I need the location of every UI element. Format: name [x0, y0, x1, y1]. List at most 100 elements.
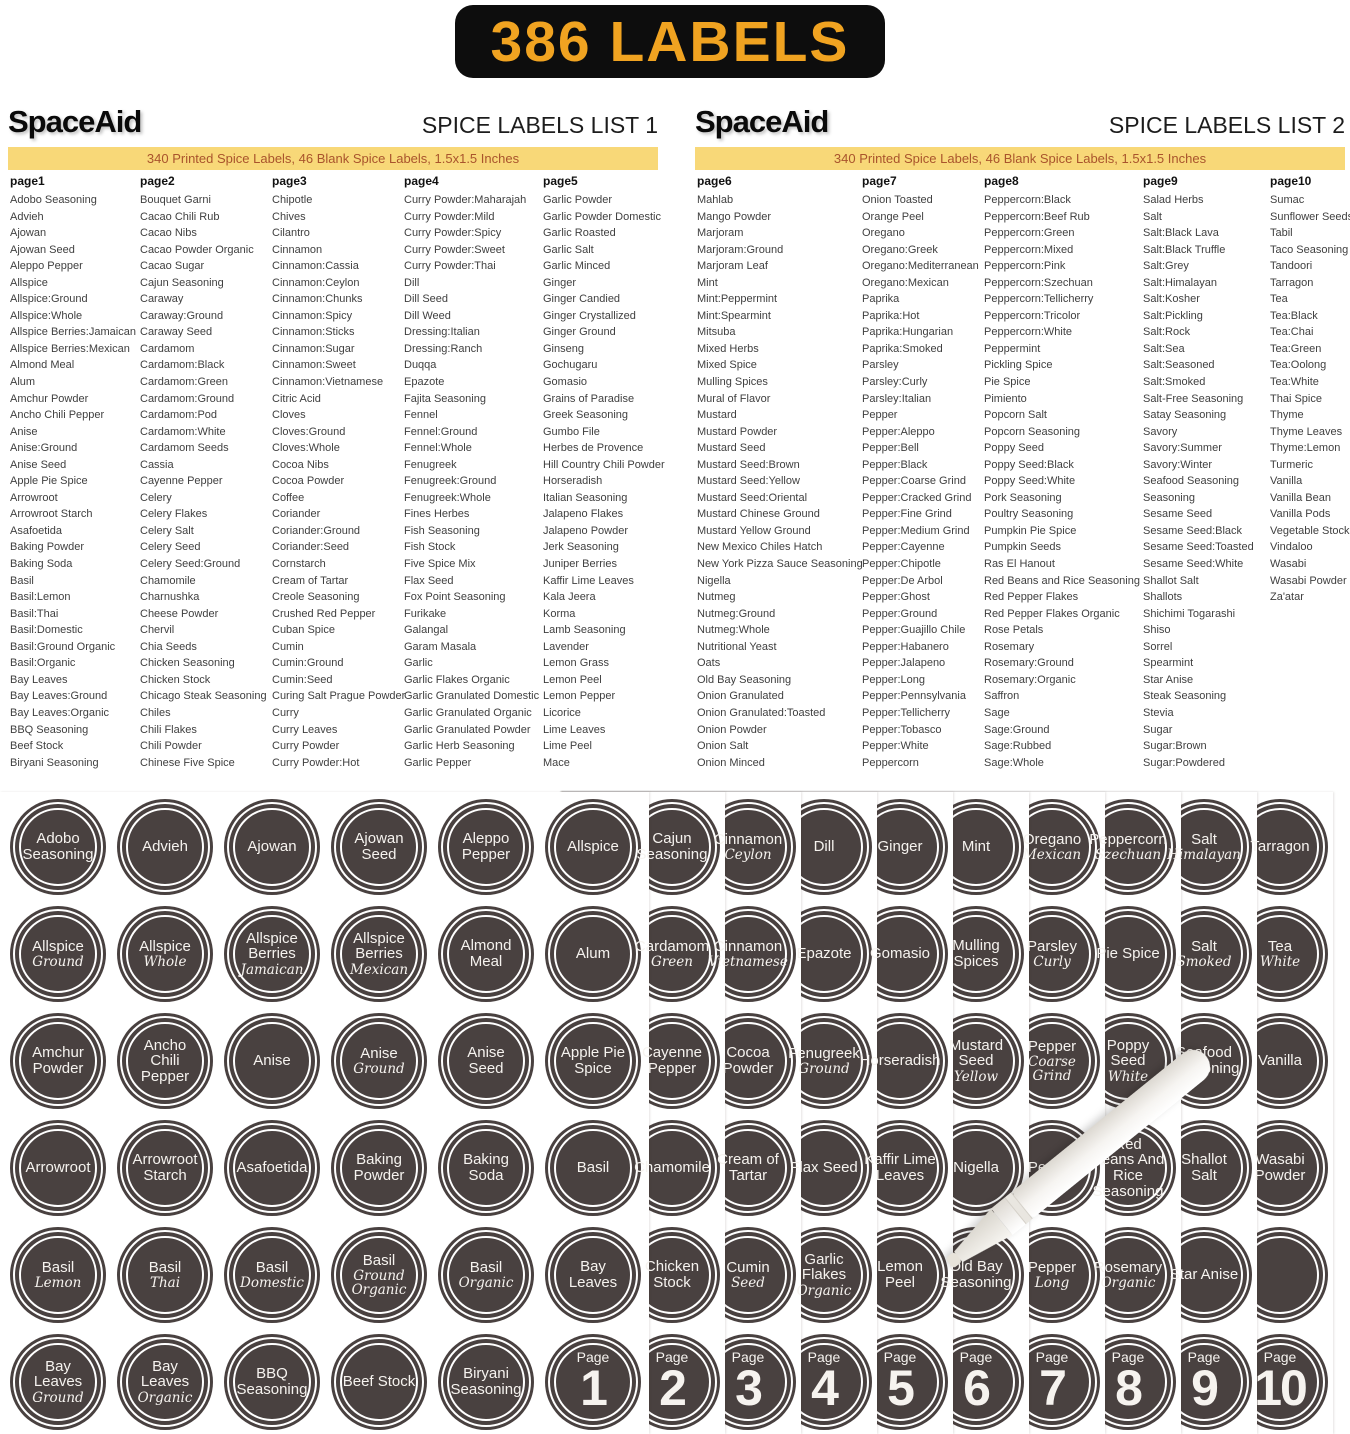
sticker-title: Aleppo Pepper [461, 830, 511, 863]
spice-list-item: Pepper:Cracked Grind [862, 491, 972, 504]
spice-list-item: Steak Seasoning [1143, 690, 1227, 703]
spice-label-sticker: Parsley Curly [1004, 906, 1100, 1002]
spice-list-item: Paprika:Hot [862, 309, 920, 322]
sticker-title: Baking Powder [353, 1151, 405, 1184]
spice-list-item: Garlic Granulated Powder [404, 723, 531, 736]
spice-list-item: Star Anise [1143, 673, 1194, 686]
spice-list-item: Chicago Steak Seasoning [140, 690, 267, 703]
sticker-title: Advieh [142, 838, 188, 856]
spice-list-item: Caraway [140, 293, 184, 306]
spice-label-sticker: Allspice Berries Jamaican [224, 906, 320, 1002]
spice-label-sticker: Cajun Seasoning [624, 799, 720, 895]
sticker-text: Tea White [1243, 917, 1317, 991]
spice-list-item: Vindaloo [1270, 541, 1313, 554]
spice-list-item: Sesame Seed:Toasted [1143, 541, 1254, 554]
spice-label-sticker: Basil Ground Organic [331, 1227, 427, 1323]
spice-list-item: Parsley:Curly [862, 376, 928, 389]
column-header: page4 [404, 174, 439, 188]
spice-list-item: Kala Jeera [543, 591, 596, 604]
spice-list-item: Tea [1270, 293, 1288, 306]
sticker-title: Cayenne Pepper [641, 1044, 703, 1077]
sticker-subtitle: Thai [149, 1275, 181, 1292]
spice-list-item: Pepper:White [862, 740, 929, 753]
spice-list-item: Cajun Seasoning [140, 276, 224, 289]
brand-logo-list2: SpaceAid [695, 104, 829, 139]
spice-list-item: Poppy Seed [984, 442, 1044, 455]
spice-list-item: Pepper:Tellicherry [862, 706, 951, 719]
spice-list-item: Cream of Tartar [272, 574, 349, 587]
spice-list-item: Spearmint [1143, 657, 1194, 670]
panel-title-list2: SPICE LABELS LIST 2 [1108, 112, 1345, 138]
spice-list-item: Tea:Chai [1270, 326, 1314, 339]
spice-list-item: Tandoori [1270, 260, 1313, 273]
spice-list-item: Garlic [404, 657, 433, 670]
spice-list-item: Dressing:Italian [404, 326, 480, 339]
sticker-text: Poppy Seed White [1091, 1024, 1165, 1098]
spice-list-item: Cornstarch [272, 558, 326, 571]
sticker-sheet-1: Adobo Seasoning Advieh Ajowan Ajowan Seed Al… [0, 792, 649, 1434]
spice-list-item: Pumpkin Pie Spice [984, 524, 1077, 537]
page-number-sticker: Page 1 [545, 1334, 641, 1430]
spice-list-item: Basil:Domestic [10, 624, 83, 637]
spice-list-item: Vanilla Bean [1270, 491, 1331, 504]
spice-list-item: Lime Leaves [543, 723, 606, 736]
spice-list-item: Paprika:Smoked [862, 342, 943, 355]
sticker-text: Vanilla [1243, 1024, 1317, 1098]
page-word: Page [1035, 1349, 1069, 1365]
spice-list-item: Chipotle [272, 194, 313, 206]
spice-list-item: Salt-Free Seasoning [1143, 392, 1244, 405]
sticker-text: Flax Seed [787, 1131, 861, 1205]
sticker-text: Cayenne Pepper [635, 1024, 709, 1098]
spice-list-item: Chicken Seasoning [140, 657, 235, 670]
spice-list-item: Basil:Lemon [10, 591, 71, 604]
sticker-title: Epazote [796, 945, 852, 963]
sticker-title: Basil [469, 1258, 503, 1276]
spice-list-item: Pepper:Chipotle [862, 558, 941, 571]
spice-list-item: Tea:Green [1270, 342, 1322, 355]
spice-list-item: Cloves:Ground [272, 425, 346, 438]
sticker-text: Cajun Seasoning [635, 810, 709, 884]
spice-label-sticker: Anise Seed [438, 1013, 534, 1109]
spice-label-sticker: Biryani Seasoning [438, 1334, 534, 1430]
spice-list-item: Sage:Rubbed [984, 740, 1052, 753]
spice-label-sticker: Adobo Seasoning [10, 799, 106, 895]
sticker-text: Asafoetida [235, 1131, 309, 1205]
spice-list-item: Anise Seed [10, 458, 67, 471]
spice-label-sticker: Anise [224, 1013, 320, 1109]
spice-label-sticker: Cardamom Green [624, 906, 720, 1002]
spice-list-item: Dill Seed [404, 293, 449, 306]
spice-list-item: Paprika [862, 293, 900, 306]
sticker-text: Gomasio [863, 917, 937, 991]
sticker-title: Oregano [1022, 830, 1082, 848]
spice-label-sticker: Vanilla [1232, 1013, 1328, 1109]
spice-list-item: Paprika:Hungarian [862, 326, 954, 339]
spice-label-sticker: Apple Pie Spice [545, 1013, 641, 1109]
sticker-title: Parsley [1026, 937, 1078, 955]
spice-list-item: Five Spice Mix [404, 558, 476, 571]
spice-list-item: Bay Leaves [10, 673, 68, 686]
page-number: 1 [580, 1360, 608, 1416]
sticker-text: Alum [556, 917, 630, 991]
spice-label-sticker: Advieh [117, 799, 213, 895]
sticker-title: Ajowan [247, 838, 297, 856]
sticker-text: Baking Soda [449, 1131, 523, 1205]
spice-list-item: Za'atar [1270, 591, 1304, 604]
spice-list-item: Cheese Powder [140, 607, 219, 620]
spice-list-item: Galangal [404, 624, 449, 637]
spice-list-item: Chia Seeds [140, 640, 197, 653]
sticker-title: Cajun Seasoning [636, 830, 708, 863]
spice-list-item: Onion Salt [697, 740, 749, 753]
spice-list-item: Ginger [543, 276, 577, 289]
sticker-text: Allspice [556, 810, 630, 884]
sticker-text: Adobo Seasoning [21, 810, 95, 884]
spice-list-item: Fox Point Seasoning [404, 591, 506, 604]
spice-list-item: Peppercorn:Szechuan [984, 276, 1093, 289]
spice-list-item: Garlic Flakes Organic [404, 673, 510, 686]
spice-list-item: Vanilla [1270, 475, 1303, 488]
spice-list-item: Pumpkin Seeds [984, 541, 1062, 554]
page-number: 8 [1115, 1360, 1143, 1416]
sticker-text: Star Anise [1167, 1238, 1241, 1312]
spice-list-item: Cacao Chili Rub [140, 210, 220, 223]
spice-label-sticker: Basil Domestic [224, 1227, 320, 1323]
spice-list-item: Oregano [862, 227, 905, 240]
